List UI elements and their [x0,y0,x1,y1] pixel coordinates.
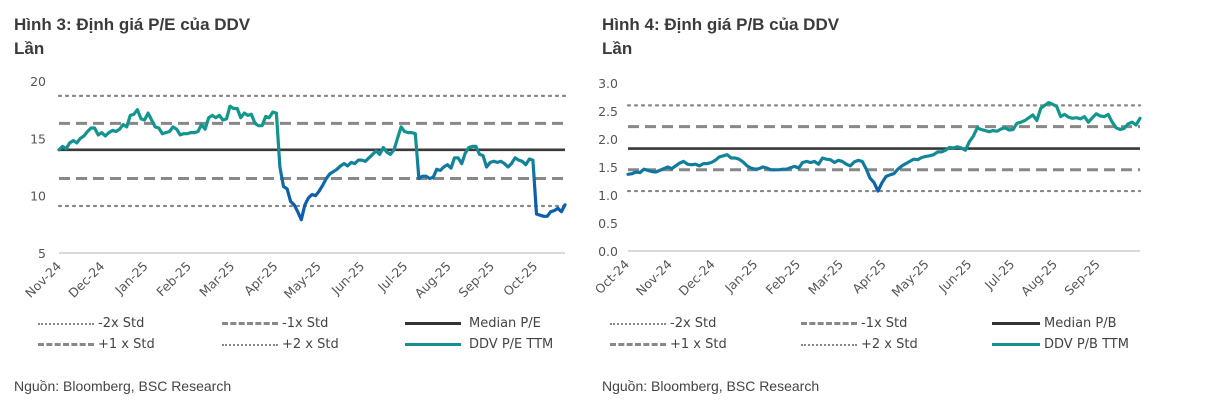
legend-label: DDV P/E TTM [469,337,554,352]
y-tick-label: 1.5 [598,160,618,175]
series-line-ddv-p-e-ttm [57,104,567,222]
x-tick-label: Dec-24 [65,258,107,300]
y-tick-label: 15 [30,131,46,146]
legend-item: +1 x Std [38,337,155,352]
x-tick-label: Nov-24 [633,256,675,298]
y-tick-label: 20 [30,74,46,89]
legend-label: Median P/B [1044,316,1117,331]
legend-item: +1 x Std [610,337,727,352]
y-tick-label: 1.0 [598,188,618,203]
legend-label: -2x Std [670,316,717,331]
legend-series-swatch [992,343,1040,346]
y-tick-label: 2.5 [598,104,618,119]
y-tick-label: 0.5 [598,216,618,231]
legend-label: -1x Std [861,316,908,331]
x-tick-label: Oct-24 [592,256,632,296]
x-tick-label: Mar-25 [196,259,237,300]
legend-item: -1x Std [801,316,907,331]
series-line-ddv-p-b-ttm [626,100,1142,193]
chart-legend: -2x Std -1x Std Median P/B +1 x Std +2 x… [588,312,1178,358]
y-tick-label: 10 [30,189,46,204]
legend-dotted-swatch [610,322,666,325]
legend-solid-swatch [405,322,461,325]
x-tick-label: Jun-25 [935,257,975,297]
legend-label: +2 x Std [861,337,918,352]
source-note: Nguồn: Bloomberg, BSC Research [602,378,820,394]
legend-dotted-swatch [801,343,857,346]
legend-item: -2x Std [38,316,144,331]
legend-label: -1x Std [282,316,329,331]
x-tick-label: Apr-25 [241,259,281,299]
legend-item: DDV P/B TTM [992,337,1129,352]
legend-dotted-swatch [222,343,278,346]
y-tick-label: 2.0 [598,132,618,147]
legend-series-swatch [405,343,461,346]
x-tick-label: Aug-25 [1018,257,1060,299]
y-tick-label: 0.0 [598,244,618,259]
x-tick-label: Feb-25 [763,257,804,298]
legend-item: Median P/B [992,316,1117,331]
chart-legend: -2x Std -1x Std Median P/E +1 x Std +2 x… [0,312,580,358]
legend-item: -2x Std [610,316,716,331]
legend-dashed-swatch [38,343,94,346]
x-tick-label: Mar-25 [805,257,846,298]
x-tick-label: Sep-25 [1061,257,1103,299]
legend-dashed-swatch [801,322,857,325]
x-tick-label: Jul-25 [981,257,1017,293]
legend-dashed-swatch [610,343,666,346]
y-axis-unit-label: Lần [602,39,633,58]
pe-chart-panel: Hình 3: Định giá P/E của DDV Lần 5 10 15 20… [0,0,600,402]
legend-dashed-swatch [222,322,278,325]
y-tick-label: 5 [38,246,46,261]
pb-chart-panel: Hình 4: Định giá P/B của DDV Lần 0.0 0.5 1… [588,0,1188,402]
chart-title: Hình 3: Định giá P/E của DDV [14,15,251,34]
legend-label: +1 x Std [98,337,155,352]
legend-label: +1 x Std [670,337,727,352]
legend-label: DDV P/B TTM [1044,337,1129,352]
x-tick-label: Jan-25 [721,257,760,296]
source-note: Nguồn: Bloomberg, BSC Research [14,378,232,394]
pe-chart: 5 10 15 20 Nov-24 Dec-24 Jan-25 Feb-25 Mar-25 Apr… [22,74,567,302]
x-tick-label: Dec-24 [676,256,718,298]
legend-label: Median P/E [469,316,541,331]
y-axis-unit-label: Lần [14,39,45,58]
x-tick-label: Aug-25 [412,259,454,301]
x-tick-label: Apr-25 [849,257,889,297]
chart-title: Hình 4: Định giá P/B của DDV [602,15,840,34]
x-tick-label: Jan-25 [111,259,150,298]
x-tick-label: Feb-25 [153,259,194,300]
x-tick-label: Jun-25 [328,259,368,299]
x-tick-label: May-25 [281,259,324,302]
x-tick-label: Sep-25 [455,259,497,301]
legend-item: +2 x Std [222,337,339,352]
legend-solid-swatch [992,322,1040,325]
y-tick-label: 3.0 [598,76,618,91]
legend-dotted-swatch [38,322,94,325]
legend-item: Median P/E [405,316,541,331]
legend-label: -2x Std [98,316,145,331]
legend-label: +2 x Std [282,337,339,352]
x-tick-label: Jul-25 [374,259,410,295]
legend-item: +2 x Std [801,337,918,352]
legend-item: -1x Std [222,316,328,331]
x-tick-label: Nov-24 [22,258,64,300]
x-tick-label: May-25 [889,257,932,300]
x-tick-label: Oct-25 [500,259,540,299]
legend-item: DDV P/E TTM [405,337,553,352]
